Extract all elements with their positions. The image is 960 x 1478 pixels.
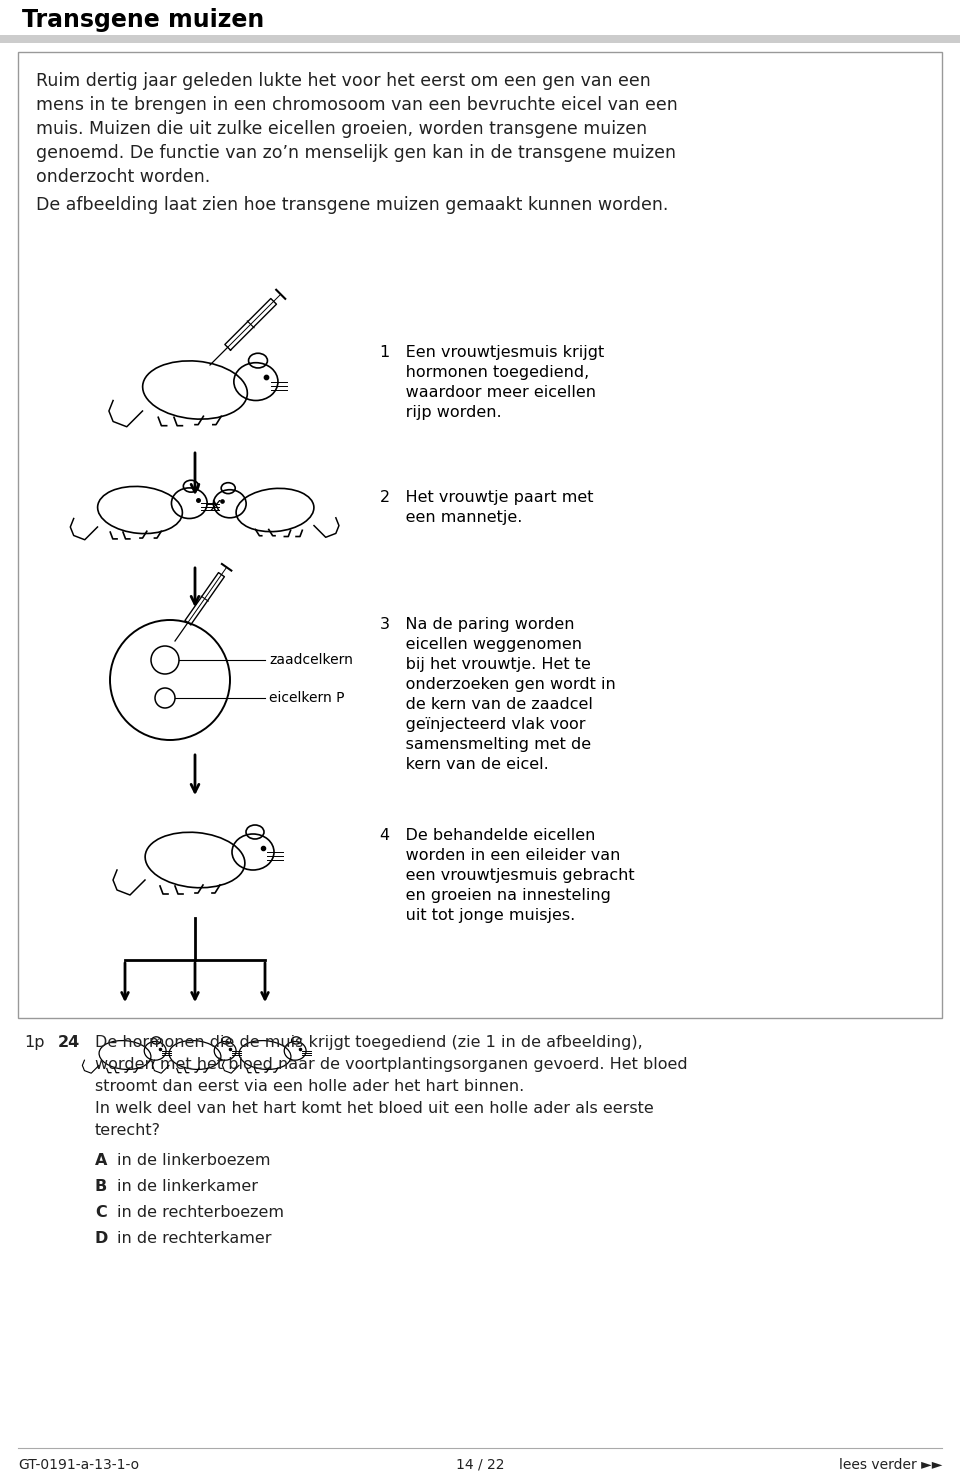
Text: in de rechterboezem: in de rechterboezem	[117, 1205, 284, 1219]
Ellipse shape	[214, 1042, 236, 1060]
Text: 1p: 1p	[24, 1035, 44, 1049]
Text: worden met het bloed naar de voortplantingsorganen gevoerd. Het bloed: worden met het bloed naar de voortplanti…	[95, 1057, 687, 1072]
Text: D: D	[95, 1231, 108, 1246]
Text: 3   Na de paring worden: 3 Na de paring worden	[380, 616, 574, 633]
Ellipse shape	[284, 1042, 306, 1060]
Text: In welk deel van het hart komt het bloed uit een holle ader als eerste: In welk deel van het hart komt het bloed…	[95, 1101, 654, 1116]
Text: zaadcelkern: zaadcelkern	[269, 653, 353, 667]
Text: kern van de eicel.: kern van de eicel.	[380, 757, 549, 772]
Ellipse shape	[234, 362, 278, 401]
Text: 24: 24	[58, 1035, 81, 1049]
Bar	[0, 0, 960, 43]
Text: rijp worden.: rijp worden.	[380, 405, 502, 420]
Ellipse shape	[144, 1042, 166, 1060]
Text: onderzoeken gen wordt in: onderzoeken gen wordt in	[380, 677, 615, 692]
Text: De afbeelding laat zien hoe transgene muizen gemaakt kunnen worden.: De afbeelding laat zien hoe transgene mu…	[36, 197, 668, 214]
Text: A: A	[95, 1153, 108, 1168]
Text: uit tot jonge muisjes.: uit tot jonge muisjes.	[380, 907, 575, 922]
Ellipse shape	[213, 489, 246, 517]
Text: x: x	[210, 497, 220, 514]
Text: lees verder ►►: lees verder ►►	[839, 1457, 942, 1472]
Bar	[18, 52, 942, 1018]
Text: 1   Een vrouwtjesmuis krijgt: 1 Een vrouwtjesmuis krijgt	[380, 344, 604, 361]
Text: waardoor meer eicellen: waardoor meer eicellen	[380, 384, 596, 401]
Text: terecht?: terecht?	[95, 1123, 161, 1138]
Text: 4   De behandelde eicellen: 4 De behandelde eicellen	[380, 828, 595, 842]
Text: in de rechterkamer: in de rechterkamer	[117, 1231, 272, 1246]
Text: een mannetje.: een mannetje.	[380, 510, 522, 525]
Text: stroomt dan eerst via een holle ader het hart binnen.: stroomt dan eerst via een holle ader het…	[95, 1079, 524, 1094]
Text: 2   Het vrouwtje paart met: 2 Het vrouwtje paart met	[380, 491, 593, 505]
Text: B: B	[95, 1179, 108, 1194]
Bar	[0, 35, 960, 43]
Text: eicellen weggenomen: eicellen weggenomen	[380, 637, 582, 652]
Text: muis. Muizen die uit zulke eicellen groeien, worden transgene muizen: muis. Muizen die uit zulke eicellen groe…	[36, 120, 647, 137]
Text: genoemd. De functie van zo’n menselijk gen kan in de transgene muizen: genoemd. De functie van zo’n menselijk g…	[36, 143, 676, 163]
Text: hormonen toegediend,: hormonen toegediend,	[380, 365, 589, 380]
Text: 14 / 22: 14 / 22	[456, 1457, 504, 1472]
Text: De hormonen die de muis krijgt toegediend (zie 1 in de afbeelding),: De hormonen die de muis krijgt toegedien…	[95, 1035, 643, 1049]
Text: de kern van de zaadcel: de kern van de zaadcel	[380, 698, 593, 712]
Text: in de linkerkamer: in de linkerkamer	[117, 1179, 258, 1194]
Text: in de linkerboezem: in de linkerboezem	[117, 1153, 271, 1168]
Text: en groeien na innesteling: en groeien na innesteling	[380, 888, 611, 903]
Text: worden in een eileider van: worden in een eileider van	[380, 848, 620, 863]
Text: GT-0191-a-13-1-o: GT-0191-a-13-1-o	[18, 1457, 139, 1472]
Text: een vrouwtjesmuis gebracht: een vrouwtjesmuis gebracht	[380, 868, 635, 882]
Text: mens in te brengen in een chromosoom van een bevruchte eicel van een: mens in te brengen in een chromosoom van…	[36, 96, 678, 114]
Text: samensmelting met de: samensmelting met de	[380, 738, 591, 752]
Ellipse shape	[232, 834, 274, 871]
Ellipse shape	[172, 488, 207, 519]
Text: onderzocht worden.: onderzocht worden.	[36, 168, 210, 186]
Text: eicelkern P: eicelkern P	[269, 692, 345, 705]
Text: Transgene muizen: Transgene muizen	[22, 7, 264, 31]
Text: Ruim dertig jaar geleden lukte het voor het eerst om een gen van een: Ruim dertig jaar geleden lukte het voor …	[36, 72, 651, 90]
Text: bij het vrouwtje. Het te: bij het vrouwtje. Het te	[380, 658, 590, 672]
Text: geïnjecteerd vlak voor: geïnjecteerd vlak voor	[380, 717, 586, 732]
Text: C: C	[95, 1205, 107, 1219]
